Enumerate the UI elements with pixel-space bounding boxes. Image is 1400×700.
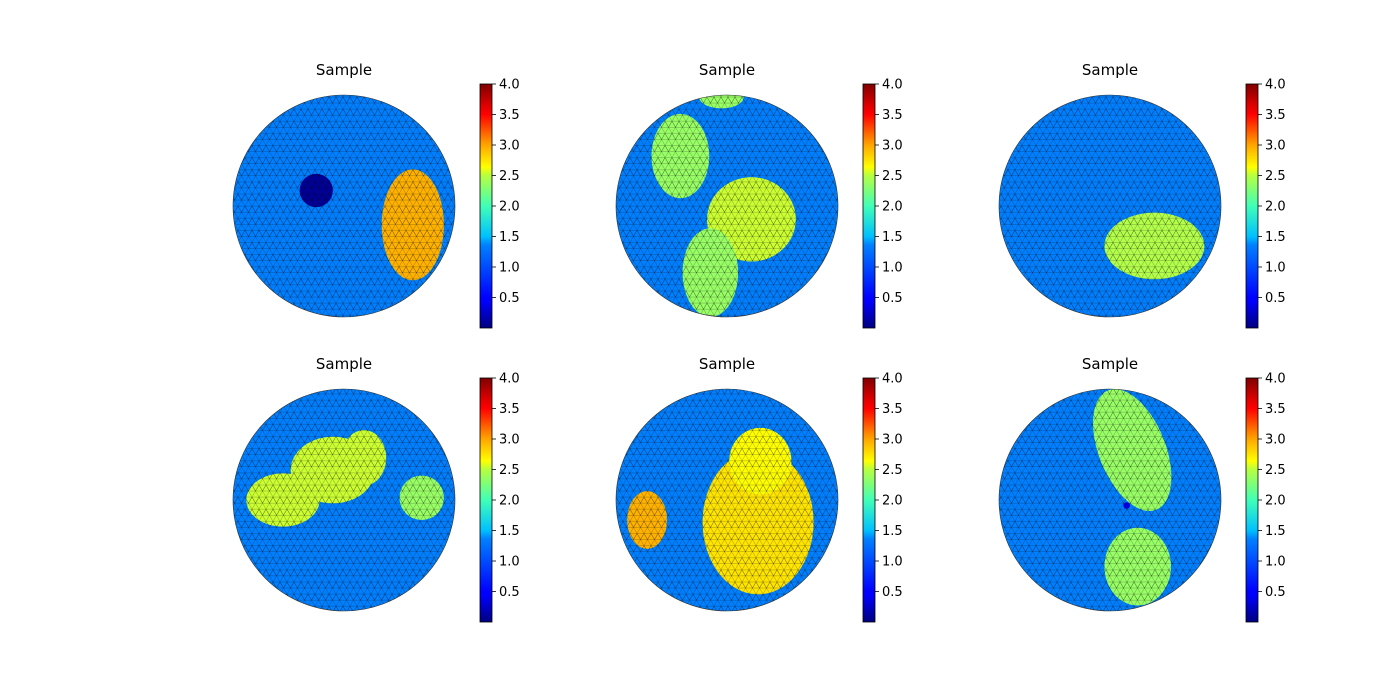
- subplot-1: Sample 4.0 3.5 3.0 2.5 2.0 1.5 1.0 0.5: [232, 61, 520, 329]
- colorbar-tick-label: 3.5: [882, 108, 903, 123]
- disk-border: [615, 94, 839, 318]
- colorbar: 4.0 3.5 3.0 2.5 2.0 1.5 1.0 0.5: [479, 78, 520, 329]
- colorbar-tick-label: 3.0: [1265, 433, 1286, 448]
- colorbar-tick-label: 2.0: [882, 494, 903, 509]
- subplot-title: Sample: [316, 61, 372, 79]
- colorbar-tick-label: 3.5: [499, 402, 520, 417]
- colorbar-tick-label: 0.5: [499, 291, 520, 306]
- colorbar-tick-label: 2.0: [1265, 494, 1286, 509]
- triangle-mesh: [999, 95, 1221, 317]
- disk-border: [615, 388, 839, 612]
- disk-border: [998, 94, 1222, 318]
- colorbar-tick-label: 2.0: [499, 200, 520, 215]
- subplot-5: Sample 4.0 3.5 3.0 2.5 2.0 1.5 1.0 0.5: [615, 355, 903, 623]
- colorbar-tick-label: 2.5: [882, 463, 903, 478]
- colorbar-tick-label: 3.0: [499, 433, 520, 448]
- colorbar-tick-label: 4.0: [882, 78, 903, 93]
- triangle-mesh: [999, 389, 1221, 611]
- colorbar-tick-label: 4.0: [1265, 78, 1286, 93]
- subplot-title: Sample: [1082, 61, 1138, 79]
- colorbar: 4.0 3.5 3.0 2.5 2.0 1.5 1.0 0.5: [1245, 372, 1286, 623]
- colorbar-tick-label: 1.5: [1265, 230, 1286, 245]
- mesh-disk: [999, 95, 1221, 317]
- mesh-disk: [233, 95, 455, 317]
- colorbar-tick-label: 2.5: [882, 169, 903, 184]
- colorbar: 4.0 3.5 3.0 2.5 2.0 1.5 1.0 0.5: [862, 78, 903, 329]
- colorbar-tick-label: 0.5: [882, 291, 903, 306]
- colorbar-tick-label: 1.0: [882, 261, 903, 276]
- colorbar-tick-label: 4.0: [1265, 372, 1286, 387]
- colorbar-tick-label: 1.5: [499, 524, 520, 539]
- colorbar-tick-label: 3.0: [499, 139, 520, 154]
- disk-border: [232, 388, 456, 612]
- colorbar-tick-label: 2.0: [499, 494, 520, 509]
- mesh-disk: [233, 389, 455, 611]
- colorbar: 4.0 3.5 3.0 2.5 2.0 1.5 1.0 0.5: [1245, 78, 1286, 329]
- subplot-title: Sample: [699, 355, 755, 373]
- colorbar-tick-label: 3.5: [882, 402, 903, 417]
- colorbar-tick-label: 4.0: [499, 372, 520, 387]
- colorbar-tick-label: 0.5: [499, 585, 520, 600]
- colorbar-tick-label: 4.0: [882, 372, 903, 387]
- colorbar-gradient: [479, 83, 493, 329]
- colorbar-tick-label: 1.0: [882, 555, 903, 570]
- colorbar-tick-label: 3.5: [1265, 108, 1286, 123]
- subplot-title: Sample: [699, 61, 755, 79]
- colorbar-tick-label: 0.5: [882, 585, 903, 600]
- colorbar-tick-label: 2.5: [499, 169, 520, 184]
- disk-border: [232, 94, 456, 318]
- colorbar-gradient: [479, 377, 493, 623]
- colorbar: 4.0 3.5 3.0 2.5 2.0 1.5 1.0 0.5: [479, 372, 520, 623]
- mesh-disk: [616, 389, 838, 611]
- subplot-3: Sample 4.0 3.5 3.0 2.5 2.0 1.5 1.0 0.5: [998, 61, 1286, 329]
- subplot-4: Sample 4.0 3.5 3.0 2.5 2.0 1.5 1.0 0.5: [232, 355, 520, 623]
- colorbar-tick-label: 1.0: [1265, 261, 1286, 276]
- triangle-mesh: [616, 95, 838, 317]
- colorbar-tick-label: 4.0: [499, 78, 520, 93]
- subplot-title: Sample: [1082, 355, 1138, 373]
- colorbar-gradient: [862, 83, 876, 329]
- colorbar-tick-label: 1.0: [499, 261, 520, 276]
- colorbar-tick-label: 0.5: [1265, 291, 1286, 306]
- colorbar-tick-label: 1.0: [1265, 555, 1286, 570]
- colorbar-tick-label: 2.5: [1265, 463, 1286, 478]
- colorbar-tick-label: 1.0: [499, 555, 520, 570]
- colorbar-tick-label: 1.5: [882, 230, 903, 245]
- mesh-disk: [999, 389, 1221, 611]
- mesh-disk: [616, 95, 838, 317]
- colorbar-gradient: [862, 377, 876, 623]
- triangle-mesh: [616, 389, 838, 611]
- colorbar-tick-label: 3.5: [499, 108, 520, 123]
- colorbar-tick-label: 1.5: [1265, 524, 1286, 539]
- colorbar-tick-label: 1.5: [882, 524, 903, 539]
- subplot-2: Sample 4.0 3.5 3.0 2.5 2.0 1.5 1.0 0.5: [615, 61, 903, 329]
- subplot-title: Sample: [316, 355, 372, 373]
- triangle-mesh: [233, 389, 455, 611]
- colorbar-tick-label: 2.5: [1265, 169, 1286, 184]
- triangle-mesh: [233, 95, 455, 317]
- colorbar-tick-label: 1.5: [499, 230, 520, 245]
- colorbar-tick-label: 3.0: [1265, 139, 1286, 154]
- colorbar-tick-label: 2.5: [499, 463, 520, 478]
- subplot-6: Sample 4.0 3.5 3.0 2.5 2.0 1.5 1.0 0.5: [998, 355, 1286, 623]
- disk-border: [998, 388, 1222, 612]
- colorbar-tick-label: 3.0: [882, 139, 903, 154]
- colorbar-tick-label: 2.0: [1265, 200, 1286, 215]
- colorbar: 4.0 3.5 3.0 2.5 2.0 1.5 1.0 0.5: [862, 372, 903, 623]
- colorbar-tick-label: 2.0: [882, 200, 903, 215]
- colorbar-tick-label: 3.0: [882, 433, 903, 448]
- colorbar-gradient: [1245, 83, 1259, 329]
- colorbar-gradient: [1245, 377, 1259, 623]
- colorbar-tick-label: 3.5: [1265, 402, 1286, 417]
- colorbar-tick-label: 0.5: [1265, 585, 1286, 600]
